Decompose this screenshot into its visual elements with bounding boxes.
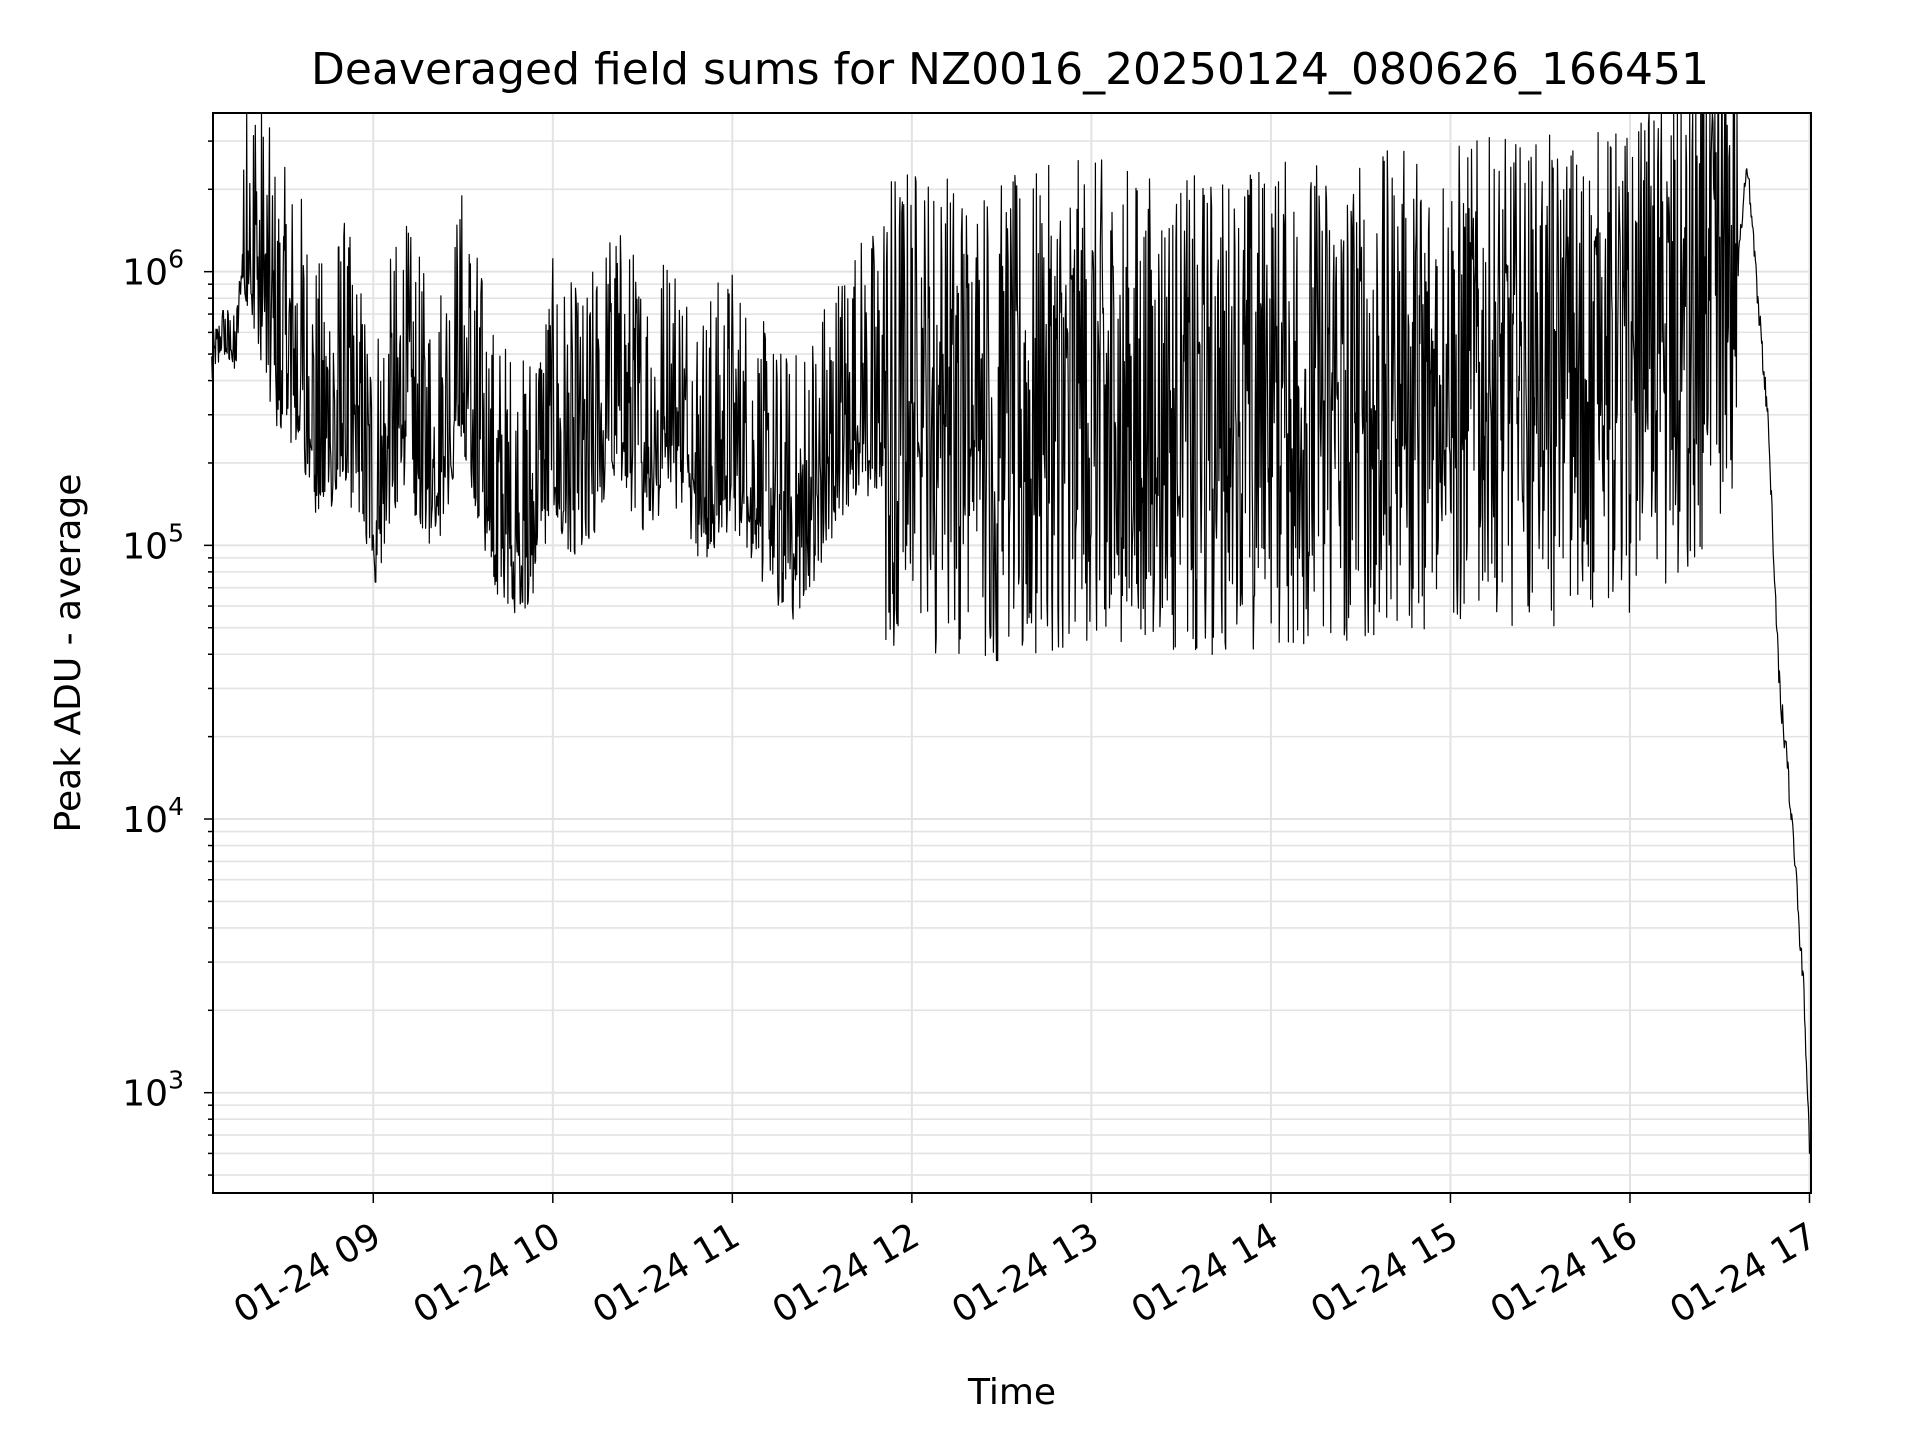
y-tick-base: 10 [122, 253, 168, 294]
y-tick-base: 10 [122, 800, 168, 841]
y-tick-base: 10 [122, 1074, 168, 1115]
chart-title: Deaveraged field sums for NZ0016_2025012… [311, 44, 1709, 95]
plot-frame [212, 112, 1812, 1194]
y-tick-label: 105 [122, 518, 184, 567]
series-line [211, 112, 1811, 1154]
y-axis-label: Peak ADU - average [48, 474, 89, 833]
y-tick-exponent: 6 [168, 245, 184, 274]
grid-lines [213, 113, 1811, 1193]
y-tick-exponent: 5 [168, 518, 184, 547]
y-tick-label: 103 [122, 1066, 184, 1115]
y-tick-exponent: 4 [168, 792, 184, 821]
y-tick-base: 10 [122, 526, 168, 567]
y-tick-label: 104 [122, 792, 184, 841]
data-layer [211, 112, 1811, 1154]
x-axis-label: Time [967, 1372, 1056, 1413]
y-tick-label: 106 [122, 245, 184, 294]
y-tick-exponent: 3 [168, 1066, 184, 1095]
